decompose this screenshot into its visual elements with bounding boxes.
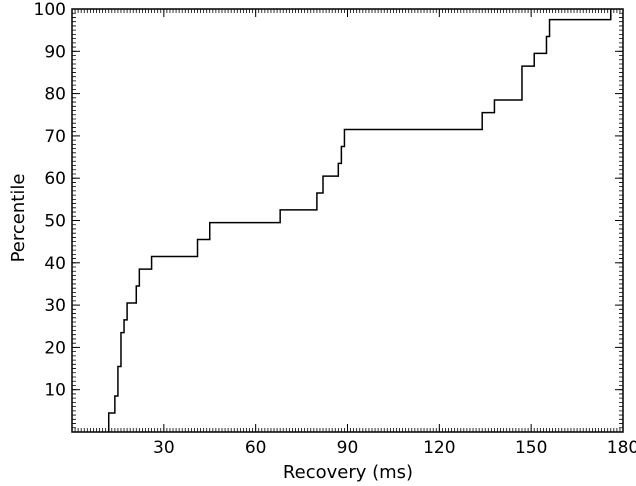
y-tick-label: 40: [44, 254, 66, 274]
plot-area: [72, 9, 623, 432]
x-axis-label: Recovery (ms): [283, 462, 413, 483]
y-tick-label: 50: [44, 212, 66, 232]
y-tick-label: 60: [44, 169, 66, 189]
series-line: [107, 9, 612, 432]
x-tick-label: 90: [337, 438, 359, 458]
minor-ticks: [72, 9, 623, 432]
plot-frame: [71, 8, 624, 433]
x-tick-label: 180: [607, 438, 636, 458]
y-tick-label: 30: [44, 296, 66, 316]
x-tick-label: 30: [153, 438, 175, 458]
y-tick-label: 20: [44, 338, 66, 358]
x-tick-labels: 30 60 90 120 150 180: [153, 438, 636, 458]
x-tick-label: 60: [245, 438, 267, 458]
minor-tick-marks: [72, 9, 623, 432]
x-tick-label: 120: [423, 438, 455, 458]
y-tick-labels: 10 20 30 40 50 60 70 80 90 100: [34, 0, 66, 401]
y-tick-label: 100: [34, 0, 66, 20]
y-axis-label: Percentile: [8, 174, 29, 263]
y-tick-label: 10: [44, 381, 66, 401]
y-tick-label: 70: [44, 127, 66, 147]
x-tick-label: 150: [515, 438, 547, 458]
y-tick-label: 80: [44, 85, 66, 105]
y-tick-label: 90: [44, 42, 66, 62]
